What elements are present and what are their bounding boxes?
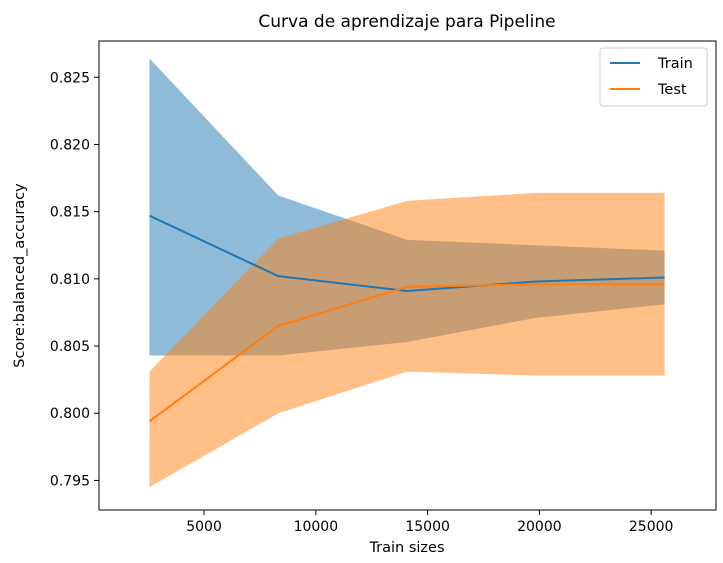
legend-label-train: Train: [657, 56, 693, 72]
y-tick-label: 0.795: [50, 473, 90, 489]
x-axis-label: Train sizes: [368, 540, 444, 556]
x-axis-ticks: 5000 10000 15000 20000 25000: [186, 510, 673, 535]
plot-frame: [98, 40, 717, 511]
legend: Train Test: [599, 47, 708, 107]
x-tick-label: 15000: [405, 519, 450, 535]
x-tick-label: 5000: [186, 519, 222, 535]
y-tick-label: 0.820: [50, 137, 90, 153]
x-tick-label: 20000: [517, 519, 562, 535]
band-test: [149, 192, 665, 488]
y-tick-label: 0.800: [50, 406, 90, 422]
y-axis-label: Score:balanced_accuracy: [12, 183, 28, 368]
legend-label-test: Test: [657, 82, 687, 98]
chart-title: Curva de aprendizaje para Pipeline: [258, 12, 555, 32]
y-tick-label: 0.815: [50, 205, 90, 221]
y-tick-label: 0.805: [50, 339, 90, 355]
x-tick-label: 10000: [294, 519, 339, 535]
x-tick-label: 25000: [629, 519, 674, 535]
series-lines: [148, 214, 665, 423]
y-axis-ticks: 0.795 0.800 0.805 0.810 0.815 0.820 0.825: [50, 70, 99, 489]
y-tick-label: 0.825: [50, 70, 90, 86]
y-tick-label: 0.810: [50, 272, 90, 288]
